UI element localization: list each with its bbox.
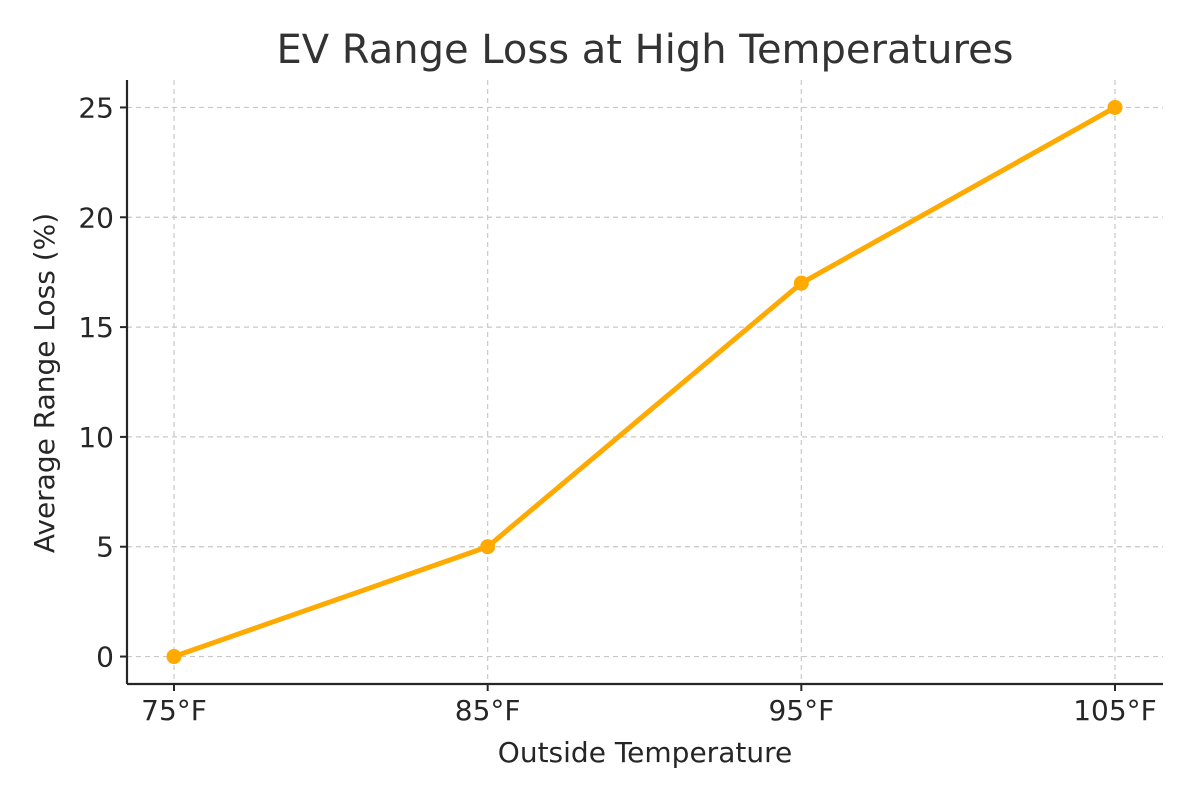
y-tick-label: 10	[78, 421, 114, 454]
grid	[127, 80, 1163, 684]
x-axis-ticks: 75°F 85°F 95°F 105°F	[141, 684, 1157, 727]
y-tick-label: 0	[96, 641, 114, 674]
y-tick-label: 15	[78, 311, 114, 344]
axes	[125, 80, 1163, 686]
y-tick-label: 25	[78, 91, 114, 124]
x-tick-label: 75°F	[141, 694, 207, 727]
x-tick-label: 85°F	[455, 694, 521, 727]
y-tick-label: 20	[78, 201, 114, 234]
data-point	[793, 275, 809, 291]
y-axis-label: Average Range Loss (%)	[28, 213, 61, 553]
data-point	[166, 649, 182, 665]
chart-title: EV Range Loss at High Temperatures	[276, 27, 1013, 73]
x-axis-label: Outside Temperature	[498, 736, 792, 769]
data-point	[480, 539, 496, 555]
y-tick-label: 5	[96, 531, 114, 564]
x-tick-label: 105°F	[1073, 694, 1157, 727]
series-group	[166, 99, 1123, 665]
x-tick-label: 95°F	[768, 694, 834, 727]
y-axis-ticks: 0 5 10 15 20 25	[78, 91, 127, 674]
data-point	[1107, 99, 1123, 115]
series-line	[171, 104, 1118, 660]
